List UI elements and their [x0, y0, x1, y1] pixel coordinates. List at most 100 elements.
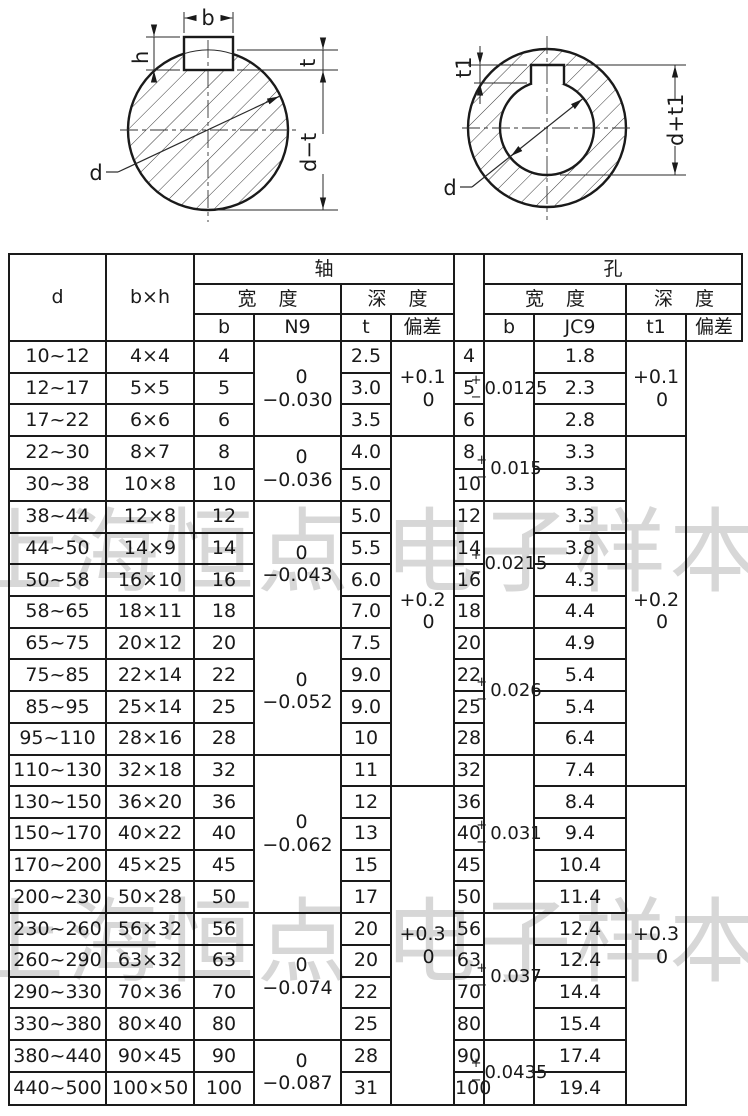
deviation-upper: +0.1: [399, 366, 446, 389]
cell-hub-b: 28: [453, 721, 486, 756]
tolerance-lower: −0.052: [262, 691, 333, 714]
cell-hub-jc9-tolerance: + −0.015: [476, 435, 542, 502]
cell-d-range: 150~170: [8, 816, 107, 851]
cell-hub-jc9-tolerance: + −0.031: [476, 753, 542, 915]
cell-bxh: 14×9: [105, 531, 195, 566]
cell-shaft-deviation: +0.2 0: [389, 435, 456, 788]
tolerance-lower: −0.062: [262, 833, 333, 856]
shaft-section-drawing: b h t d−t d: [89, 6, 338, 222]
cell-d-range: 30~38: [8, 467, 107, 502]
cell-shaft-b: 18: [193, 595, 255, 629]
table-row: 22~30 8×7 8 0 −0.036 4.0 +0.2 0 8 + −0.015 3.3 +0.2 0: [8, 435, 742, 788]
table-row: 95~110 28×16 28 10 28 6.4: [8, 721, 742, 756]
cell-shaft-b: 16: [193, 563, 255, 598]
cell-bxh: 36×20: [105, 785, 195, 819]
cell-shaft-b: 14: [193, 531, 255, 566]
table-row: 230~260 56×32 56 0 −0.074 20 56 + −0.037 12.4: [8, 912, 742, 1041]
plus-minus-sign: + −: [476, 676, 487, 706]
cell-shaft-t: 25: [340, 1007, 392, 1041]
cell-d-range: 440~500: [8, 1071, 107, 1106]
cell-d-range: 50~58: [8, 563, 107, 598]
cell-shaft-b: 90: [193, 1038, 255, 1074]
cell-shaft-t: 13: [340, 816, 392, 851]
cell-shaft-deviation: +0.1 0: [389, 339, 456, 438]
tolerance-lower: −0.087: [262, 1072, 333, 1095]
cell-hub-b: 100: [453, 1071, 491, 1106]
header-d: d: [8, 253, 107, 342]
table-row: 12~17 5×5 5 3.0 5 2.3: [8, 371, 742, 406]
cell-hub-t1: 4.3: [533, 563, 628, 598]
cell-shaft-t: 10: [340, 721, 392, 756]
cell-hub-b: 25: [453, 690, 486, 724]
deviation-lower: 0: [422, 945, 435, 968]
cell-hub-t1: 3.3: [533, 499, 628, 534]
cell-hub-t1: 2.8: [533, 403, 628, 438]
cell-hub-b: 56: [453, 912, 486, 946]
cell-bxh: 50×28: [105, 880, 195, 915]
cell-hub-b: 10: [453, 467, 486, 502]
tolerance-lower: −0.043: [262, 564, 333, 587]
plus-sign: +: [476, 960, 488, 976]
table-row: 380~440 90×45 90 0 −0.087 28 90 + −0.0435 17.4: [8, 1038, 742, 1107]
plus-minus-tolerance: + −0.0435: [471, 1057, 548, 1087]
tolerance-upper: 0: [295, 366, 308, 389]
cell-hub-t1: 8.4: [533, 785, 628, 819]
dim-t-and-dt: [216, 37, 338, 211]
table-row: 50~58 16×10 16 6.0 16 4.3: [8, 563, 742, 598]
dim-h: [146, 24, 180, 83]
cell-d-range: 38~44: [8, 499, 107, 534]
cell-bxh: 5×5: [105, 371, 195, 406]
plus-minus-tolerance: + −0.015: [476, 454, 541, 484]
cell-shaft-n9-tolerance: 0 −0.052: [253, 626, 342, 756]
cell-bxh: 22×14: [105, 658, 195, 693]
cell-d-range: 330~380: [8, 1007, 107, 1041]
cell-shaft-n9-tolerance: 0 −0.074: [253, 912, 342, 1041]
cell-shaft-b: 28: [193, 721, 255, 756]
label-d-plus-t1: d+t1: [664, 93, 688, 146]
minus-sign: −: [476, 692, 488, 708]
plus-minus-sign: + −: [476, 962, 487, 992]
cell-bxh: 80×40: [105, 1007, 195, 1041]
table-row: 110~130 32×18 32 0 −0.062 11 32 + −0.031 7.4: [8, 753, 742, 915]
cell-hub-b: 6: [453, 403, 486, 438]
cell-bxh: 45×25: [105, 848, 195, 883]
table-row: 130~150 36×20 36 12 +0.3 0 36 8.4 +0.3 0: [8, 785, 742, 1106]
cell-shaft-t: 20: [340, 943, 392, 978]
cell-shaft-n9-tolerance: 0 −0.036: [253, 435, 342, 502]
plus-minus-tolerance: + −0.037: [476, 962, 541, 992]
cell-hub-jc9-tolerance: + −0.037: [476, 912, 542, 1041]
header-row-sections: d b×h 轴 孔: [8, 253, 744, 342]
cell-shaft-b: 56: [193, 912, 255, 946]
label-t: t: [296, 59, 320, 67]
cell-shaft-b: 36: [193, 785, 255, 819]
cell-bxh: 70×36: [105, 975, 195, 1010]
cell-hub-b: 80: [453, 1007, 486, 1041]
key-rect: [182, 35, 235, 72]
cell-bxh: 56×32: [105, 912, 195, 946]
table-row: 170~200 45×25 45 15 45 10.4: [8, 848, 742, 883]
plus-sign: +: [476, 675, 488, 691]
cell-d-range: 85~95: [8, 690, 107, 724]
plus-sign: +: [476, 817, 488, 833]
cell-hub-t1: 9.4: [533, 816, 628, 851]
tolerance-lower: −0.030: [262, 388, 333, 411]
header-hub-section: 孔: [483, 253, 744, 285]
label-b: b: [201, 6, 214, 30]
plus-sign: +: [476, 452, 488, 468]
table-row: 85~95 25×14 25 9.0 25 5.4: [8, 690, 742, 724]
dim-d-leader: [460, 98, 584, 188]
cell-d-range: 230~260: [8, 912, 107, 946]
table-row: 17~22 6×6 6 3.5 6 2.8: [8, 403, 742, 438]
cell-bxh: 40×22: [105, 816, 195, 851]
cell-shaft-t: 15: [340, 848, 392, 883]
cell-shaft-b: 100: [193, 1071, 255, 1106]
cell-d-range: 17~22: [8, 403, 107, 438]
label-t1: t1: [452, 56, 476, 78]
cell-shaft-deviation: +0.3 0: [389, 785, 456, 1106]
cell-bxh: 16×10: [105, 563, 195, 598]
cell-bxh: 32×18: [105, 753, 195, 788]
cell-shaft-b: 25: [193, 690, 255, 724]
table-row: 290~330 70×36 70 22 70 14.4: [8, 975, 742, 1010]
cell-shaft-t: 2.5: [340, 340, 392, 374]
